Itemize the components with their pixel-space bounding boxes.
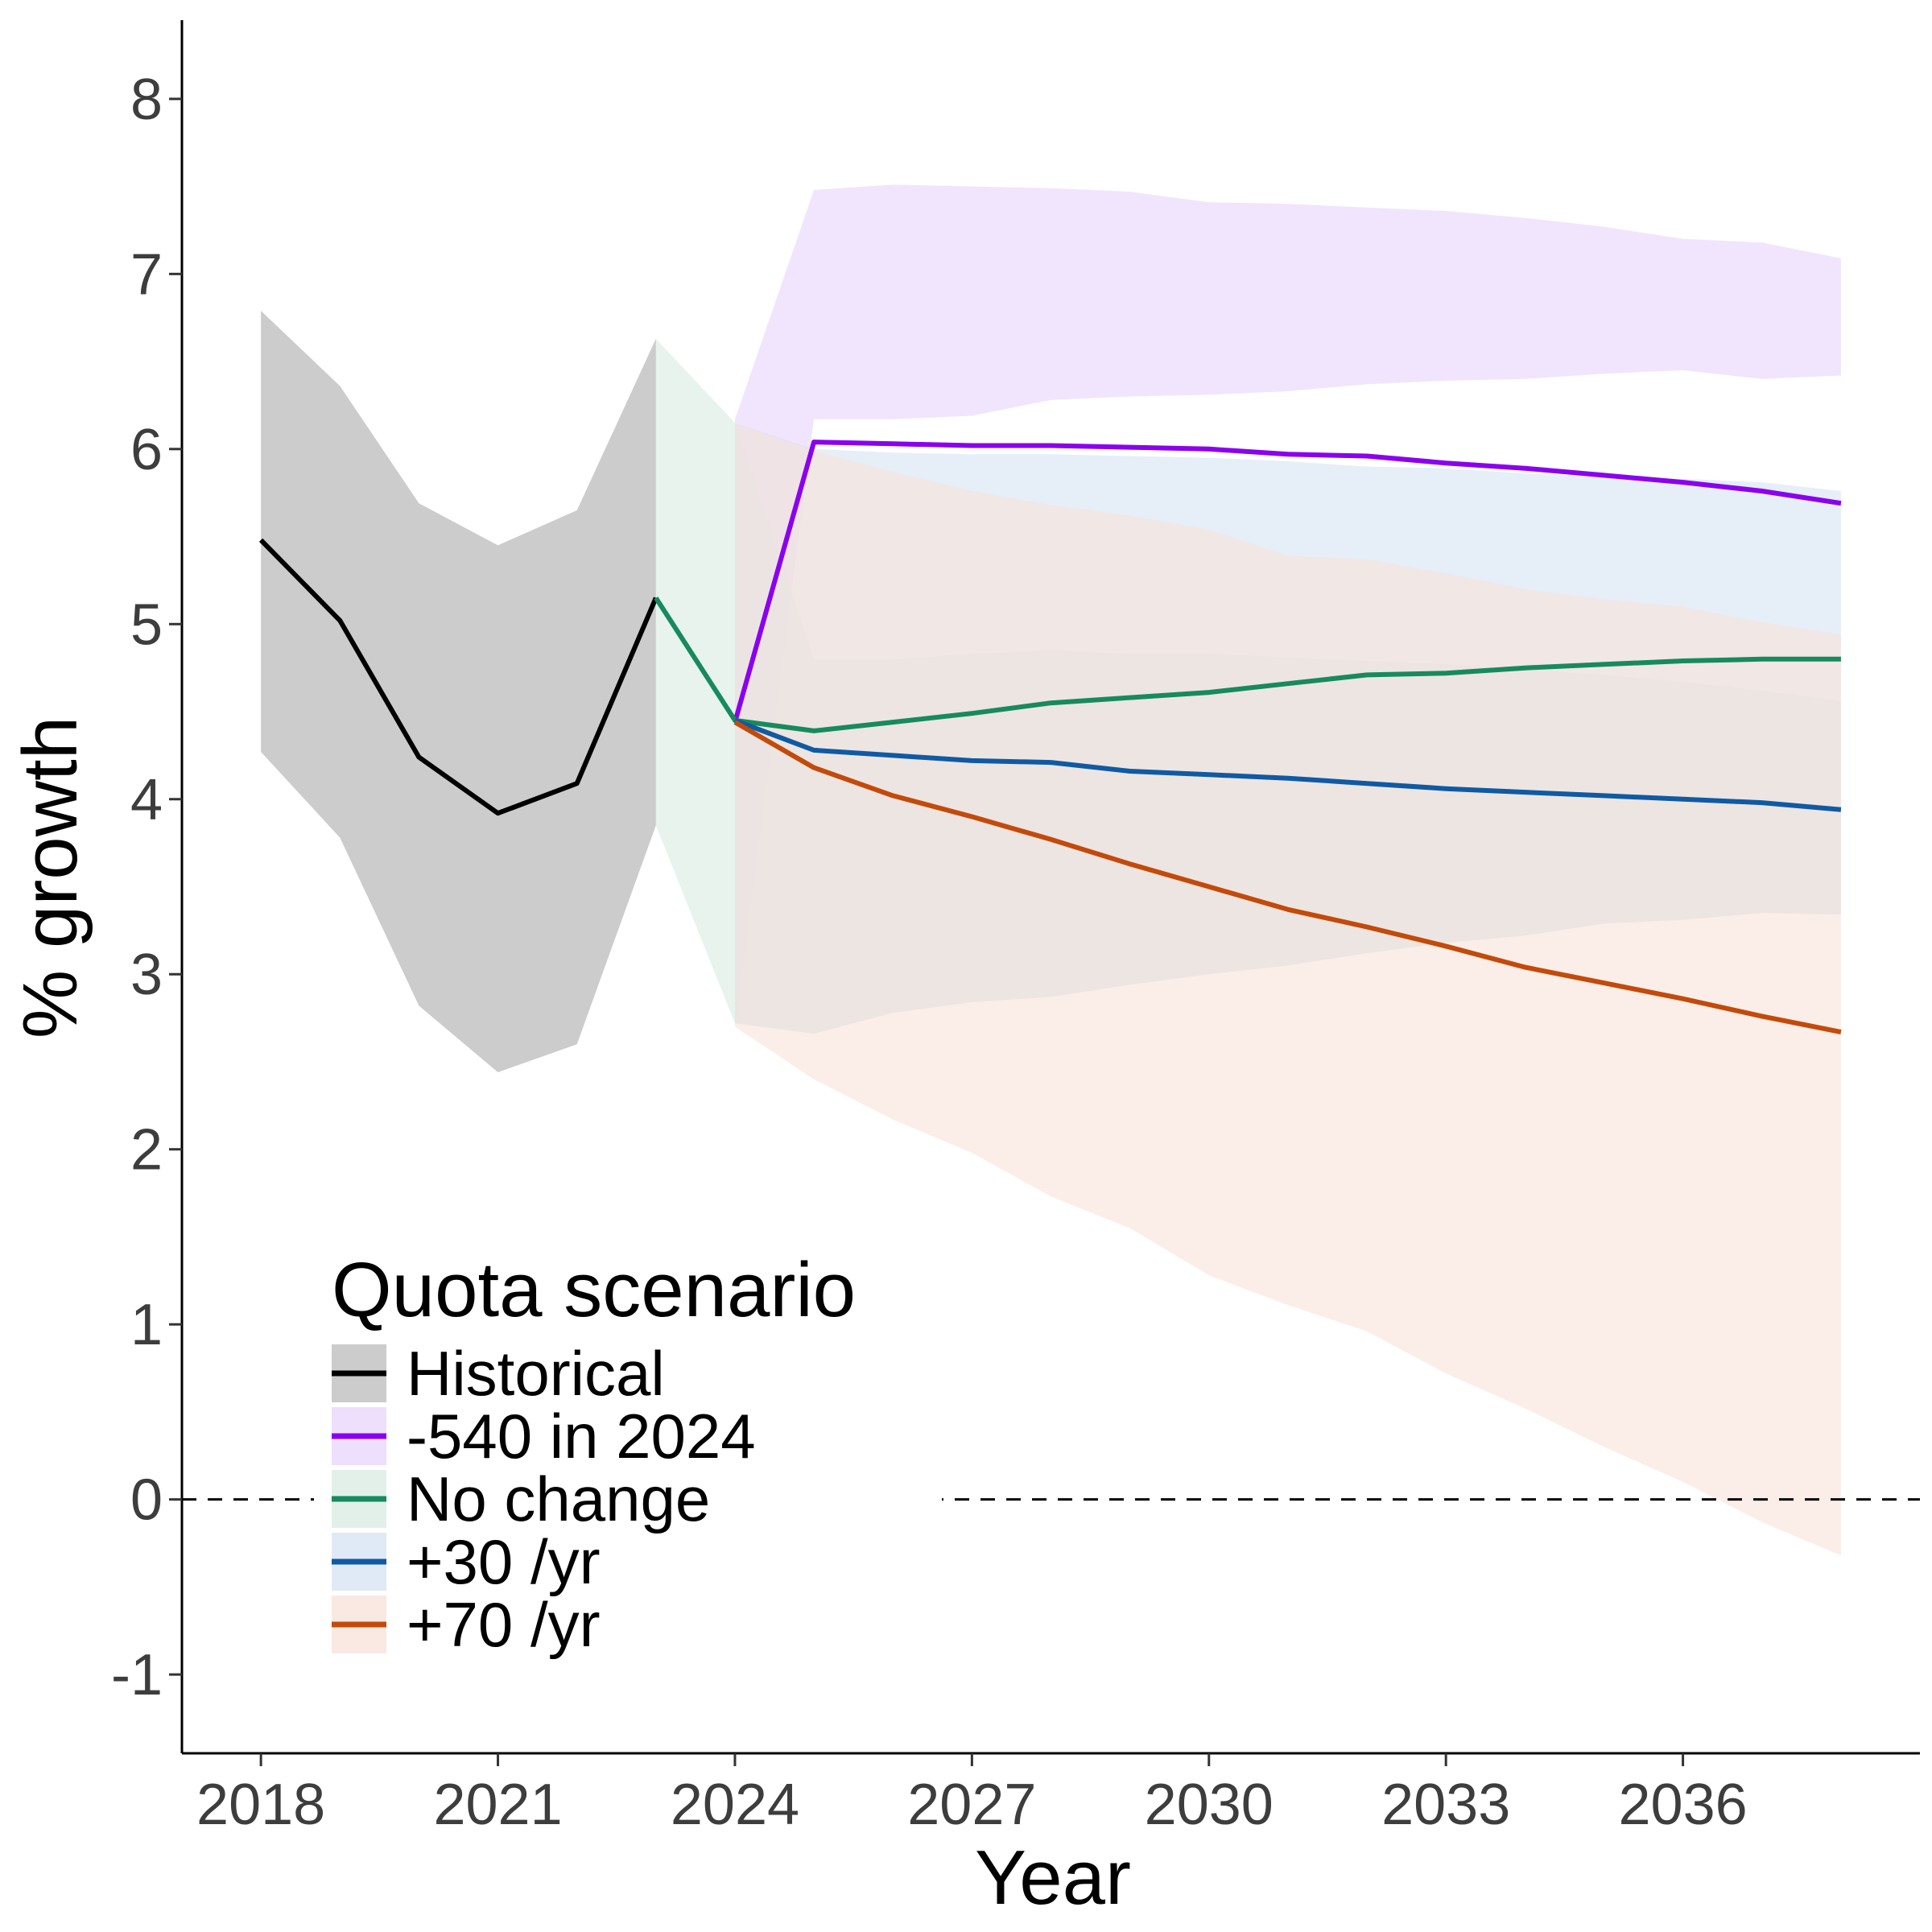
y-tick-label: 7 [130, 242, 163, 307]
y-tick-label: 0 [130, 1468, 163, 1533]
x-tick-label: 2027 [907, 1773, 1036, 1837]
axes [180, 20, 1920, 1755]
legend-title: Quota scenario [332, 1247, 856, 1333]
legend-label: No change [407, 1463, 710, 1534]
x-tick-label: 2021 [433, 1773, 562, 1837]
legend-label: +70 /yr [407, 1589, 601, 1660]
band-historical [261, 311, 656, 1072]
y-tick-label: 3 [130, 943, 163, 1007]
legend-entry-70-yr: +70 /yr [332, 1589, 601, 1660]
y-tick-label: 2 [130, 1118, 163, 1183]
legend-entry-historical: Historical [332, 1338, 665, 1409]
y-tick-label: -1 [111, 1643, 163, 1707]
x-tick-label: 2018 [196, 1773, 325, 1837]
legend: Quota scenario Historical-540 in 2024No … [314, 1224, 942, 1662]
band-540-in-2024 [735, 184, 1841, 1024]
legend-background [314, 1224, 942, 1662]
y-tick-label: 6 [130, 418, 163, 482]
x-tick-label: 2036 [1619, 1773, 1748, 1837]
legend-entry-no-change: No change [332, 1463, 710, 1534]
line-30-yr [733, 718, 1842, 812]
line-historical [258, 538, 658, 816]
series-lines [258, 440, 1842, 1034]
legend-label: -540 in 2024 [407, 1401, 756, 1472]
x-tick-label: 2030 [1145, 1773, 1274, 1837]
legend-label: +30 /yr [407, 1526, 601, 1597]
y-tick-label: 8 [130, 68, 163, 132]
axis-ticks: 2018 2021 2024 2027 2030 2033 2036 -1 0 1 2 3 4 5 6 7 8 [111, 68, 1748, 1837]
legend-label: Historical [407, 1338, 665, 1409]
x-axis-title: Year [975, 1835, 1131, 1921]
x-tick-label: 2033 [1381, 1773, 1510, 1837]
legend-entry-540-in-2024: -540 in 2024 [332, 1401, 756, 1472]
line-540-in-2024 [733, 440, 1842, 723]
legend-entry-30-yr: +30 /yr [332, 1526, 601, 1597]
line-no-change [654, 597, 1841, 733]
y-tick-label: 1 [130, 1293, 163, 1357]
y-tick-label: 5 [130, 592, 163, 657]
x-tick-label: 2024 [671, 1773, 799, 1837]
y-tick-label: 4 [130, 768, 163, 832]
line-70-yr [733, 720, 1842, 1034]
y-axis-title: % growth [7, 716, 93, 1038]
